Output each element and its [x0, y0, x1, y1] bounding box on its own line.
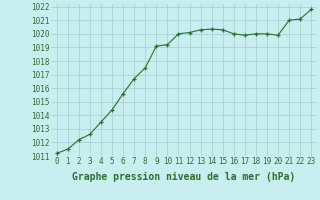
X-axis label: Graphe pression niveau de la mer (hPa): Graphe pression niveau de la mer (hPa)	[72, 172, 296, 182]
